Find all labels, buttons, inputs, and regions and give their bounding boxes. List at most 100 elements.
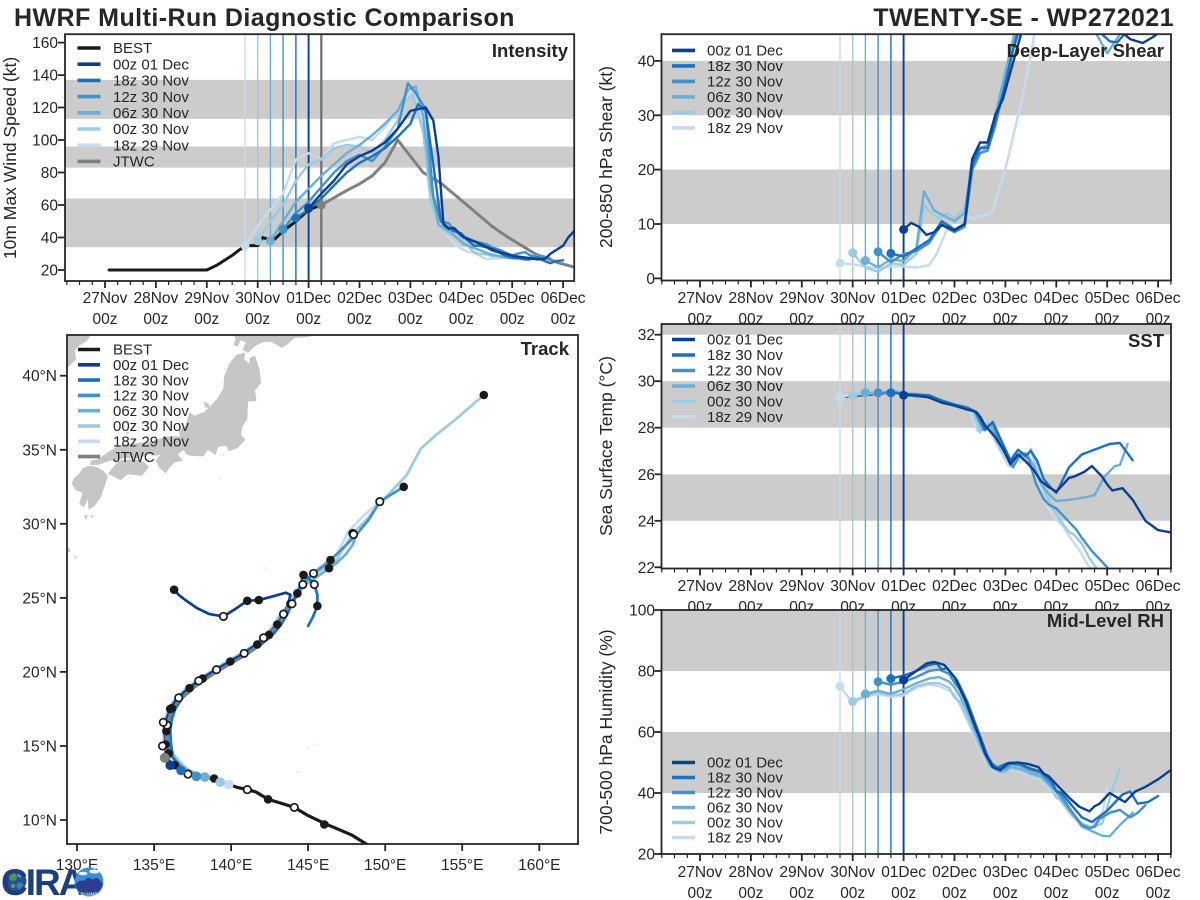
svg-text:00z: 00z <box>296 311 321 328</box>
svg-text:00z 30 Nov: 00z 30 Nov <box>707 394 783 411</box>
svg-text:24: 24 <box>638 513 656 530</box>
svg-text:00z: 00z <box>347 311 372 328</box>
svg-text:15°N: 15°N <box>22 738 57 755</box>
svg-text:03Dec: 03Dec <box>388 290 433 307</box>
svg-text:80: 80 <box>638 664 656 681</box>
svg-text:00z: 00z <box>1095 885 1120 900</box>
svg-text:00z 01 Dec: 00z 01 Dec <box>707 332 783 349</box>
svg-text:00z: 00z <box>1146 885 1171 900</box>
svg-text:18z 29 Nov: 18z 29 Nov <box>113 137 189 154</box>
svg-text:18z 30 Nov: 18z 30 Nov <box>707 770 783 787</box>
svg-text:30°N: 30°N <box>22 516 57 533</box>
svg-text:Sea Surface Temp (°C): Sea Surface Temp (°C) <box>596 356 616 536</box>
svg-text:140°E: 140°E <box>210 857 252 874</box>
svg-text:700-500 hPa Humidity (%): 700-500 hPa Humidity (%) <box>596 629 616 834</box>
svg-text:06z 30 Nov: 06z 30 Nov <box>113 105 189 122</box>
svg-text:80: 80 <box>41 165 59 182</box>
svg-text:20°N: 20°N <box>22 664 57 681</box>
svg-text:01Dec: 01Dec <box>881 290 926 307</box>
svg-text:18z 30 Nov: 18z 30 Nov <box>113 372 189 389</box>
svg-text:05Dec: 05Dec <box>490 290 535 307</box>
svg-text:02Dec: 02Dec <box>932 864 977 881</box>
svg-text:02Dec: 02Dec <box>337 290 382 307</box>
svg-text:06Dec: 06Dec <box>1136 290 1181 307</box>
svg-text:06z 30 Nov: 06z 30 Nov <box>113 403 189 420</box>
svg-text:200-850 hPa Shear (kt): 200-850 hPa Shear (kt) <box>596 66 616 248</box>
svg-text:40: 40 <box>638 786 656 803</box>
svg-text:TWENTY-SE - WP272021: TWENTY-SE - WP272021 <box>873 4 1174 32</box>
svg-text:10m Max Wind Speed (kt): 10m Max Wind Speed (kt) <box>0 57 20 259</box>
svg-text:BEST: BEST <box>113 342 152 359</box>
svg-text:140: 140 <box>32 68 58 85</box>
svg-text:Track: Track <box>521 338 570 359</box>
svg-text:JTWC: JTWC <box>113 154 155 171</box>
svg-text:30Nov: 30Nov <box>235 290 280 307</box>
svg-text:02Dec: 02Dec <box>932 290 977 307</box>
svg-text:155°E: 155°E <box>441 857 483 874</box>
svg-text:18z 29 Nov: 18z 29 Nov <box>707 830 783 847</box>
svg-text:00z: 00z <box>840 885 865 900</box>
svg-text:12z 30 Nov: 12z 30 Nov <box>707 74 783 91</box>
svg-text:29Nov: 29Nov <box>779 864 824 881</box>
svg-text:18z 29 Nov: 18z 29 Nov <box>707 409 783 426</box>
svg-text:18z 30 Nov: 18z 30 Nov <box>113 73 189 90</box>
svg-text:00z 01 Dec: 00z 01 Dec <box>113 56 189 73</box>
svg-text:04Dec: 04Dec <box>1034 578 1079 595</box>
svg-text:28: 28 <box>638 420 655 437</box>
svg-text:20: 20 <box>41 263 59 280</box>
svg-text:27Nov: 27Nov <box>678 290 723 307</box>
svg-text:04Dec: 04Dec <box>1034 290 1079 307</box>
svg-text:20: 20 <box>638 847 656 864</box>
svg-text:Intensity: Intensity <box>492 40 569 61</box>
svg-text:00z: 00z <box>942 885 967 900</box>
svg-text:03Dec: 03Dec <box>983 578 1028 595</box>
svg-text:10°N: 10°N <box>22 813 57 830</box>
svg-text:100: 100 <box>629 603 655 620</box>
svg-text:05Dec: 05Dec <box>1085 578 1130 595</box>
svg-text:01Dec: 01Dec <box>881 864 926 881</box>
svg-text:06z 30 Nov: 06z 30 Nov <box>707 89 783 106</box>
svg-text:28Nov: 28Nov <box>728 578 773 595</box>
svg-text:04Dec: 04Dec <box>1034 864 1079 881</box>
svg-text:18z 30 Nov: 18z 30 Nov <box>707 58 783 75</box>
svg-text:00z: 00z <box>688 885 713 900</box>
svg-text:00z: 00z <box>93 311 118 328</box>
svg-text:10: 10 <box>638 217 656 234</box>
svg-text:00z 30 Nov: 00z 30 Nov <box>707 105 783 122</box>
svg-text:30Nov: 30Nov <box>830 290 875 307</box>
svg-text:CIRA: CIRA <box>1 862 85 900</box>
svg-text:26: 26 <box>638 467 655 484</box>
svg-text:120: 120 <box>32 100 58 117</box>
svg-text:12z 30 Nov: 12z 30 Nov <box>113 89 189 106</box>
svg-text:12z 30 Nov: 12z 30 Nov <box>707 785 783 802</box>
svg-text:00z: 00z <box>738 885 763 900</box>
svg-text:22: 22 <box>638 560 655 577</box>
svg-text:28Nov: 28Nov <box>728 290 773 307</box>
svg-text:06Dec: 06Dec <box>541 290 586 307</box>
svg-text:18z 30 Nov: 18z 30 Nov <box>707 347 783 364</box>
svg-text:02Dec: 02Dec <box>932 578 977 595</box>
svg-text:25°N: 25°N <box>22 590 57 607</box>
svg-text:03Dec: 03Dec <box>983 864 1028 881</box>
svg-text:29Nov: 29Nov <box>779 290 824 307</box>
svg-text:29Nov: 29Nov <box>779 578 824 595</box>
svg-text:Mid-Level RH: Mid-Level RH <box>1047 610 1164 631</box>
svg-text:HWRF Multi-Run Diagnostic Comp: HWRF Multi-Run Diagnostic Comparison <box>14 4 515 32</box>
svg-text:00z 01 Dec: 00z 01 Dec <box>707 43 783 60</box>
svg-text:00z: 00z <box>449 311 474 328</box>
svg-text:30Nov: 30Nov <box>830 864 875 881</box>
svg-text:03Dec: 03Dec <box>983 290 1028 307</box>
svg-text:160: 160 <box>32 35 58 52</box>
svg-text:35°N: 35°N <box>22 442 57 459</box>
svg-text:18z 29 Nov: 18z 29 Nov <box>707 120 783 137</box>
svg-text:JTWC: JTWC <box>113 449 155 466</box>
svg-text:00z 30 Nov: 00z 30 Nov <box>113 121 189 138</box>
svg-text:00z 30 Nov: 00z 30 Nov <box>707 815 783 832</box>
svg-text:145°E: 145°E <box>287 857 329 874</box>
svg-text:150°E: 150°E <box>364 857 406 874</box>
svg-text:28Nov: 28Nov <box>728 864 773 881</box>
svg-text:0: 0 <box>646 271 655 288</box>
svg-text:30: 30 <box>638 374 656 391</box>
svg-text:00z: 00z <box>891 885 916 900</box>
svg-text:00z: 00z <box>194 311 219 328</box>
